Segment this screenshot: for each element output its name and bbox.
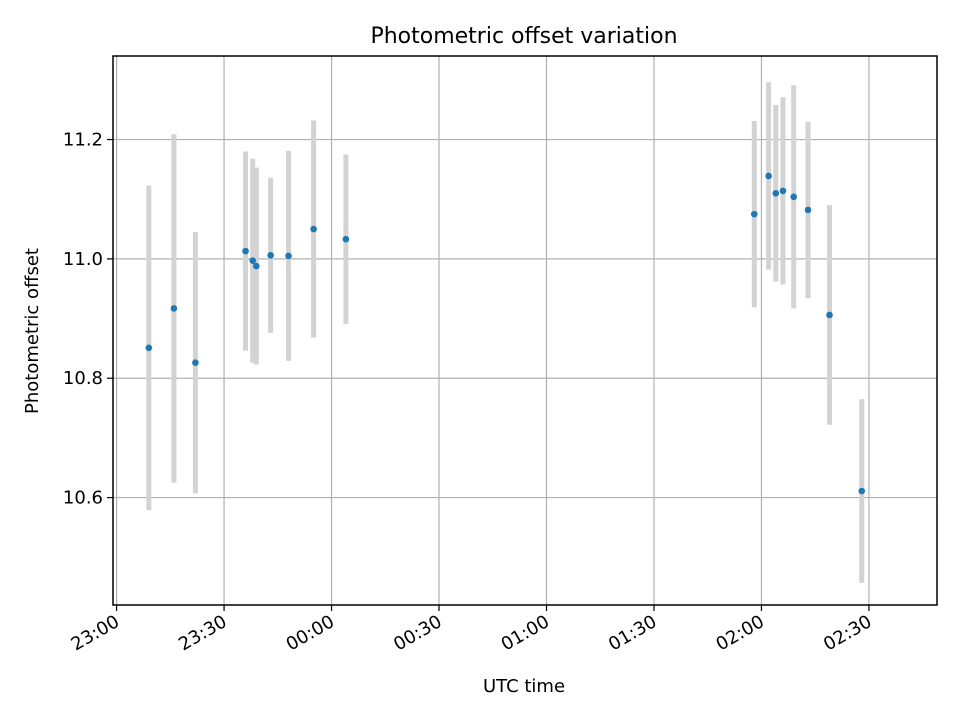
y-tick-label: 10.6 (63, 488, 103, 509)
x-axis-ticks: 23:00 23:30 00:00 00:30 01:00 01:30 02:00 02:30 (68, 605, 875, 655)
data-point (750, 210, 758, 218)
data-point (267, 252, 274, 259)
data-point (779, 187, 787, 195)
x-tick-label: 02:00 (713, 611, 768, 655)
error-bars (146, 82, 865, 583)
x-axis-label: UTC time (483, 676, 565, 697)
data-point (342, 235, 350, 243)
grid (113, 56, 937, 605)
y-axis-ticks: 10.6 10.8 11.0 11.2 (63, 130, 113, 509)
y-tick-label: 10.8 (63, 368, 103, 389)
data-point (145, 344, 153, 352)
data-point (285, 252, 292, 260)
x-tick-label: 01:00 (498, 611, 553, 655)
data-point (310, 225, 317, 233)
y-tick-label: 11.0 (63, 249, 103, 270)
x-tick-label: 00:30 (390, 611, 445, 655)
data-point (858, 487, 866, 495)
data-point (804, 206, 812, 214)
data-point (170, 305, 178, 312)
y-tick-label: 11.2 (63, 130, 103, 151)
y-axis-label: Photometric offset (22, 248, 43, 414)
x-tick-label: 23:00 (68, 611, 123, 655)
data-point (826, 311, 833, 319)
data-point (249, 257, 257, 264)
data-point (192, 359, 199, 367)
data-point (790, 193, 797, 201)
x-tick-label: 23:30 (175, 611, 230, 655)
x-tick-label: 02:30 (820, 611, 875, 655)
plot-frame (112, 55, 938, 606)
x-tick-label: 00:00 (283, 611, 338, 655)
data-point (242, 247, 249, 255)
data-point (253, 262, 260, 270)
data-point (765, 172, 772, 180)
x-tick-label: 01:30 (605, 611, 660, 655)
data-point (772, 189, 780, 197)
data-points (145, 172, 866, 495)
chart-title: Photometric offset variation (370, 24, 677, 49)
